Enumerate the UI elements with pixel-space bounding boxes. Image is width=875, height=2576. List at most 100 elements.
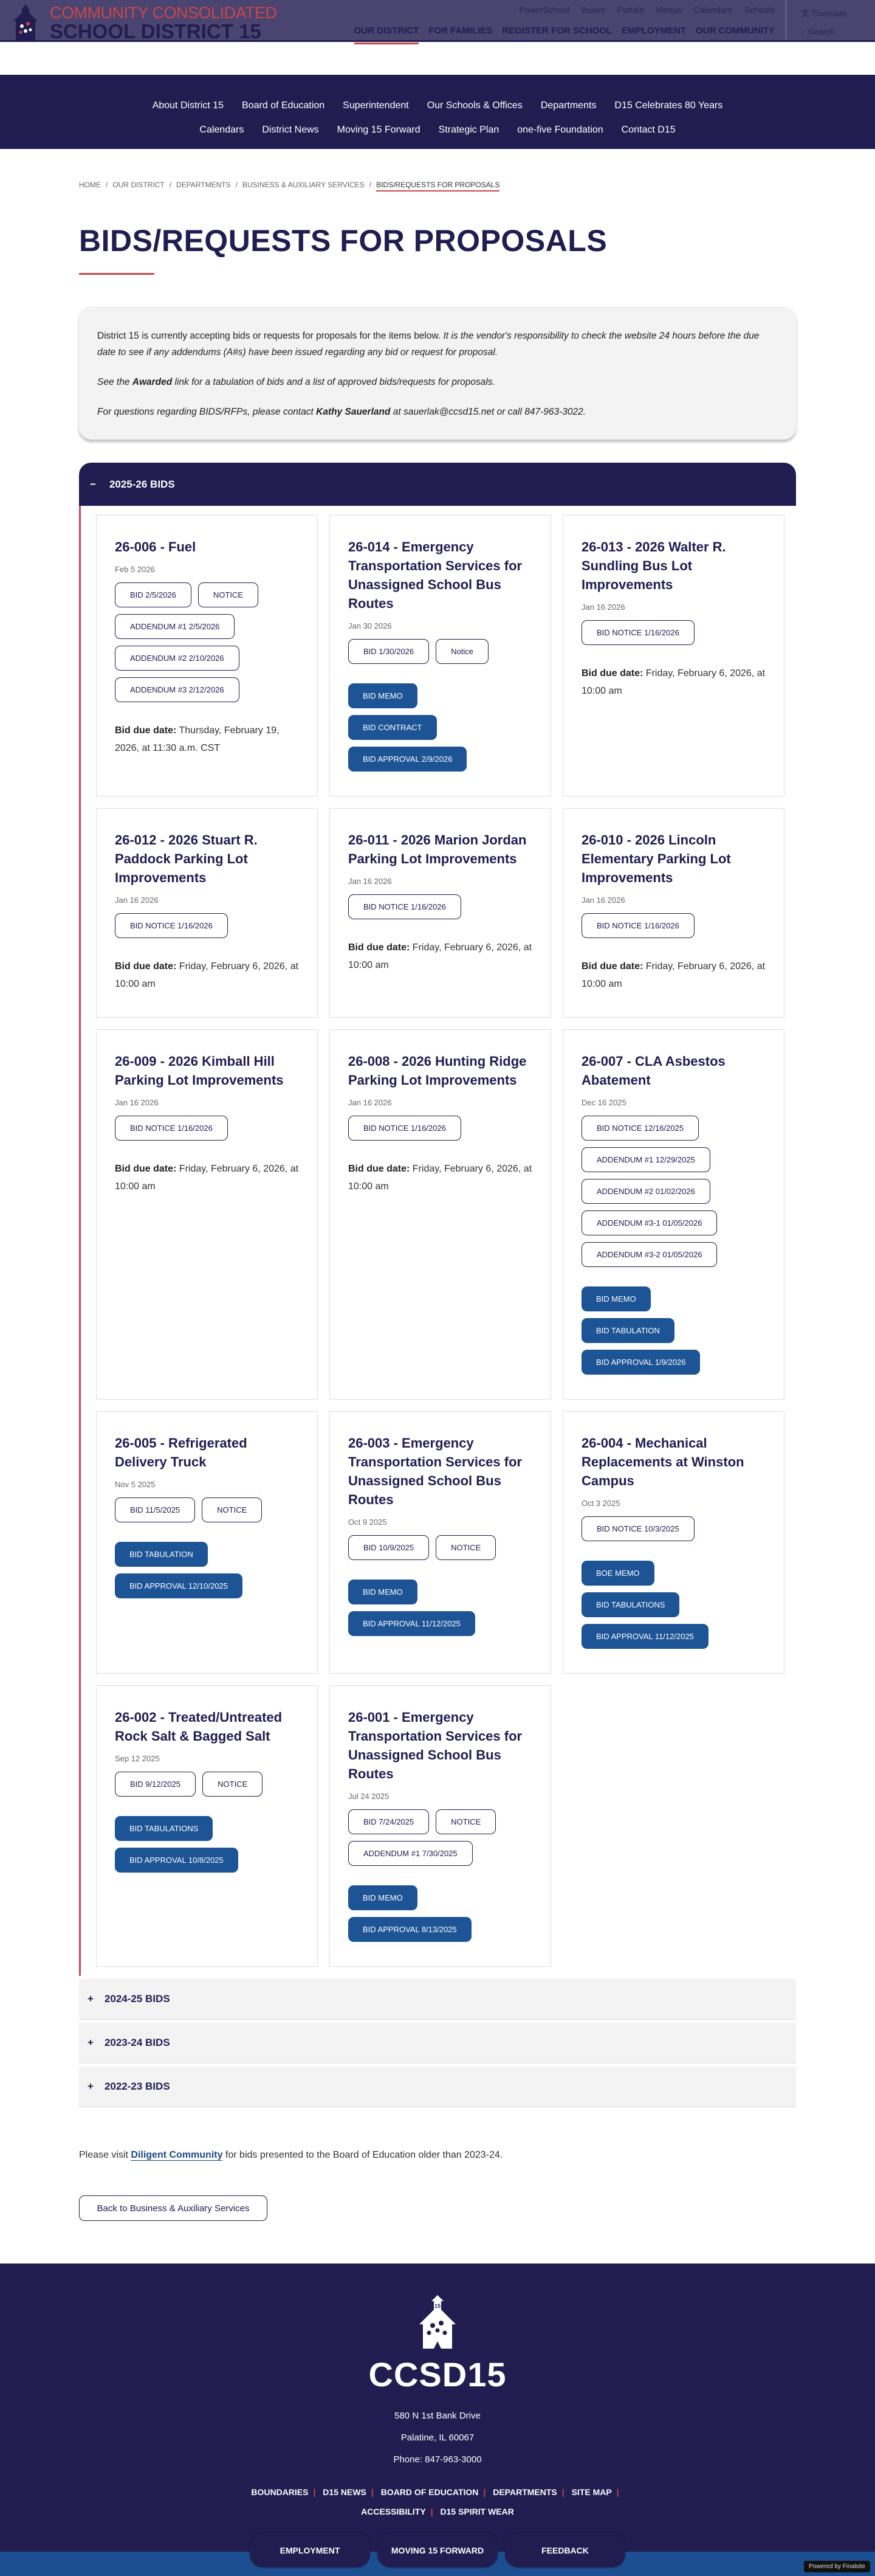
bid-due-date: Bid due date: Friday, February 6, 2026, …: [348, 1160, 532, 1195]
nav-for-families[interactable]: FOR FAMILIES: [428, 26, 493, 36]
address-city: Palatine, IL 60067: [400, 2433, 475, 2443]
awarded-link-button[interactable]: BID TABULATION: [582, 1318, 674, 1343]
separator: |: [430, 2507, 433, 2516]
bid-documents: BID NOTICE 1/16/2026: [582, 620, 766, 645]
document-link-button[interactable]: BID 9/12/2025: [115, 1772, 196, 1797]
awarded-link-button[interactable]: BID MEMO: [348, 683, 417, 708]
document-link-button[interactable]: Notice: [436, 639, 489, 664]
powered-by-badge[interactable]: Powered by Finalsite: [804, 2561, 870, 2572]
document-link-button[interactable]: ADDENDUM #1 2/5/2026: [115, 614, 235, 639]
top-link-menus[interactable]: Menus: [656, 5, 682, 15]
top-link-powerschool[interactable]: PowerSchool: [519, 5, 569, 15]
document-link-button[interactable]: BID 10/9/2025: [348, 1535, 430, 1560]
document-link-button[interactable]: BID NOTICE 1/16/2026: [115, 1116, 228, 1141]
nav-employment[interactable]: EMPLOYMENT: [622, 26, 686, 36]
awarded-link-button[interactable]: BID APPROVAL 2/9/2026: [348, 747, 467, 772]
document-link-button[interactable]: NOTICE: [436, 1809, 496, 1834]
awarded-link-button[interactable]: BID TABULATIONS: [115, 1816, 213, 1841]
awarded-link-button[interactable]: BID CONTRACT: [348, 715, 437, 740]
separator: |: [483, 2487, 486, 2497]
subnav-board[interactable]: Board of Education: [242, 100, 325, 111]
awarded-link-button[interactable]: BID MEMO: [348, 1580, 417, 1604]
crumb-business[interactable]: BUSINESS & AUXILIARY SERVICES: [242, 181, 365, 189]
awarded-link-button[interactable]: BID TABULATION: [115, 1542, 208, 1567]
awarded-link-button[interactable]: BID TABULATIONS: [582, 1592, 680, 1617]
subnav-contact[interactable]: Contact D15: [621, 125, 676, 135]
moving-forward-button[interactable]: MOVING 15 FORWARD: [377, 2533, 498, 2567]
subnav-strategic-plan[interactable]: Strategic Plan: [438, 125, 499, 135]
top-link-buses[interactable]: Buses: [581, 5, 605, 15]
document-link-button[interactable]: ADDENDUM #3 2/12/2026: [115, 677, 239, 702]
document-link-button[interactable]: BID 2/5/2026: [115, 582, 191, 607]
awarded-link-button[interactable]: BID MEMO: [348, 1885, 417, 1910]
subnav-80-years[interactable]: D15 Celebrates 80 Years: [614, 100, 723, 111]
footer-link-board[interactable]: BOARD OF EDUCATION: [380, 2487, 479, 2497]
nav-register[interactable]: REGISTER FOR SCHOOL: [502, 26, 612, 36]
document-link-button[interactable]: BID 11/5/2025: [115, 1497, 196, 1522]
district-logo[interactable]: COMMUNITY CONSOLIDATED SCHOOL DISTRICT 1…: [12, 4, 277, 41]
document-link-button[interactable]: ADDENDUM #2 2/10/2026: [115, 646, 239, 671]
document-link-button[interactable]: NOTICE: [197, 582, 259, 607]
accordion-header-2024-25[interactable]: +2024-25 BIDS: [79, 1979, 796, 2020]
subnav-schools[interactable]: Our Schools & Offices: [427, 100, 523, 111]
subnav-departments[interactable]: Departments: [540, 100, 597, 111]
nav-our-district[interactable]: OUR DISTRICT: [354, 26, 419, 44]
subnav-news[interactable]: District News: [262, 125, 319, 135]
document-link-button[interactable]: BID NOTICE 1/16/2026: [582, 620, 695, 645]
footer-link-sitemap[interactable]: SITE MAP: [571, 2487, 612, 2497]
crumb-current[interactable]: BIDS/REQUESTS FOR PROPOSALS: [376, 181, 500, 192]
top-link-portals[interactable]: Portals: [617, 5, 644, 15]
footer-link-accessibility[interactable]: ACCESSIBILITY: [361, 2507, 426, 2516]
search-button[interactable]: ⌕ Search: [801, 27, 835, 37]
awarded-link-button[interactable]: BID APPROVAL 11/12/2025: [582, 1624, 709, 1649]
crumb-home[interactable]: HOME: [79, 181, 101, 189]
footer-link-spirit-wear[interactable]: D15 SPIRIT WEAR: [440, 2507, 514, 2516]
document-link-button[interactable]: ADDENDUM #1 7/30/2025: [348, 1841, 473, 1866]
subnav-about[interactable]: About District 15: [152, 100, 224, 111]
accordion-header-2022-23[interactable]: +2022-23 BIDS: [79, 2067, 796, 2107]
footer-link-departments[interactable]: DEPARTMENTS: [493, 2487, 557, 2497]
document-link-button[interactable]: NOTICE: [202, 1497, 262, 1522]
document-link-button[interactable]: BID NOTICE 1/16/2026: [115, 913, 228, 938]
logo-badge: 15: [434, 2303, 441, 2309]
accordion-header-2025-26[interactable]: − 2025-26 BIDS: [79, 463, 796, 506]
document-link-button[interactable]: ADDENDUM #3-1 01/05/2026: [582, 1210, 718, 1235]
accordion-header-2023-24[interactable]: +2023-24 BIDS: [79, 2023, 796, 2063]
awarded-link-button[interactable]: BOE MEMO: [582, 1561, 654, 1586]
footer-link-news[interactable]: D15 NEWS: [323, 2487, 366, 2497]
translate-button[interactable]: 文 Translate: [801, 7, 847, 19]
document-link-button[interactable]: BID NOTICE 12/16/2025: [582, 1116, 699, 1141]
crumb-our-district[interactable]: OUR DISTRICT: [112, 181, 165, 189]
document-link-button[interactable]: NOTICE: [436, 1535, 496, 1560]
top-link-schools[interactable]: Schools: [744, 5, 775, 15]
awarded-link-button[interactable]: BID APPROVAL 1/9/2026: [582, 1350, 701, 1375]
document-link-button[interactable]: BID NOTICE 1/16/2026: [582, 913, 695, 938]
archive-note: Please visit Diligent Community for bids…: [79, 2150, 875, 2161]
subnav-moving-forward[interactable]: Moving 15 Forward: [337, 125, 420, 135]
nav-our-community[interactable]: OUR COMMUNITY: [696, 26, 775, 36]
subnav-foundation[interactable]: one-five Foundation: [517, 125, 603, 135]
document-link-button[interactable]: BID NOTICE 1/16/2026: [348, 894, 461, 919]
document-link-button[interactable]: BID NOTICE 1/16/2026: [348, 1116, 461, 1141]
back-button[interactable]: Back to Business & Auxiliary Services: [79, 2195, 267, 2221]
document-link-button[interactable]: BID 7/24/2025: [348, 1809, 430, 1834]
feedback-button[interactable]: FEEDBACK: [505, 2533, 625, 2567]
document-link-button[interactable]: NOTICE: [202, 1772, 263, 1797]
awarded-link-button[interactable]: BID APPROVAL 8/13/2025: [348, 1917, 472, 1942]
top-link-calendars[interactable]: Calendars: [693, 5, 733, 15]
subnav-calendars[interactable]: Calendars: [199, 125, 244, 135]
awarded-link-button[interactable]: BID MEMO: [582, 1286, 651, 1311]
awarded-link-button[interactable]: BID APPROVAL 10/8/2025: [115, 1848, 238, 1873]
document-link-button[interactable]: ADDENDUM #2 01/02/2026: [582, 1179, 710, 1204]
diligent-community-link[interactable]: Diligent Community: [131, 2150, 223, 2161]
subnav-superintendent[interactable]: Superintendent: [343, 100, 409, 111]
document-link-button[interactable]: ADDENDUM #1 12/29/2025: [582, 1147, 710, 1172]
awarded-link-button[interactable]: BID APPROVAL 12/10/2025: [115, 1573, 242, 1598]
document-link-button[interactable]: ADDENDUM #3-2 01/05/2026: [582, 1242, 718, 1267]
crumb-departments[interactable]: DEPARTMENTS: [176, 181, 231, 189]
document-link-button[interactable]: BID 1/30/2026: [348, 639, 430, 664]
footer-link-boundaries[interactable]: BOUNDARIES: [251, 2487, 309, 2497]
awarded-link-button[interactable]: BID APPROVAL 11/12/2025: [348, 1611, 475, 1636]
document-link-button[interactable]: BID NOTICE 10/3/2025: [582, 1516, 695, 1541]
employment-button[interactable]: EMPLOYMENT: [250, 2533, 370, 2567]
